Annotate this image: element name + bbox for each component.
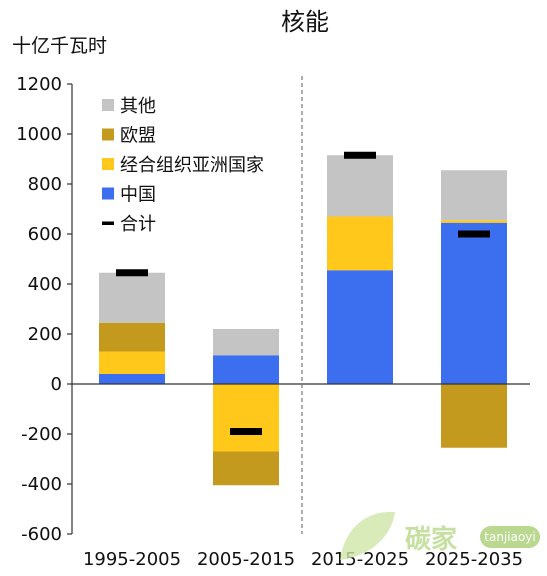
total-marker [116,269,148,277]
x-category-label: 1995-2005 [83,549,181,570]
legend-label: 合计 [120,214,156,235]
leaf-logo-icon [340,511,395,560]
bar-segment [99,272,165,323]
legend-swatch [102,187,114,200]
total-marker [230,428,262,435]
bar-segment [99,374,165,384]
bar-segment [441,170,507,221]
y-tick-label: -400 [21,474,62,495]
bar-segment [213,451,279,486]
bar-segment [441,384,507,448]
bar-segment [327,270,393,384]
y-tick-label: 800 [28,174,62,195]
y-axis-unit-label: 十亿千瓦时 [12,35,107,57]
bar-segment [99,322,165,352]
y-tick-label: 1000 [16,124,62,145]
bar-segment [441,220,507,223]
bar-segment [213,355,279,384]
legend-label: 经合组织亚洲国家 [120,155,264,176]
y-tick-label: 200 [28,324,62,345]
legend-swatch [102,128,114,141]
y-tick-label: -200 [21,424,62,445]
y-tick-label: 400 [28,274,62,295]
x-category-label: 2015-2025 [311,549,409,570]
watermark-subtext: tanjiaoyi [484,530,535,544]
x-category-label: 2025-2035 [425,549,523,570]
bar-segment [99,351,165,374]
legend-swatch [102,221,114,225]
y-tick-label: 0 [51,374,62,395]
watermark-tag [480,526,540,548]
legend-swatch [102,99,114,111]
x-category-label: 2005-2015 [197,549,295,570]
y-tick-label: -600 [21,524,62,545]
bars [99,155,507,486]
legend-label: 其他 [120,96,156,117]
watermark-text: 碳家 [405,524,457,555]
legend-label: 中国 [120,185,156,206]
bar-segment [327,216,393,271]
watermark: 碳家 tanjiaoyi [340,511,540,560]
bar-segment [441,222,507,384]
x-axis: 1995-2005 2005-2015 2015-2025 2025-2035 [72,76,530,570]
total-markers [116,151,490,435]
y-tick-label: 600 [28,224,62,245]
total-marker [344,151,376,159]
bar-segment [213,329,279,356]
bar-segment [327,155,393,217]
y-axis: -600 -400 -200 0 200 400 600 800 1000 1200 [16,74,73,545]
bar-segment [213,384,279,452]
chart-title: 核能 [281,8,329,36]
y-tick-label: 1200 [16,74,62,95]
legend-label: 欧盟 [120,126,156,147]
legend-swatch [102,158,114,170]
total-marker [458,230,490,238]
